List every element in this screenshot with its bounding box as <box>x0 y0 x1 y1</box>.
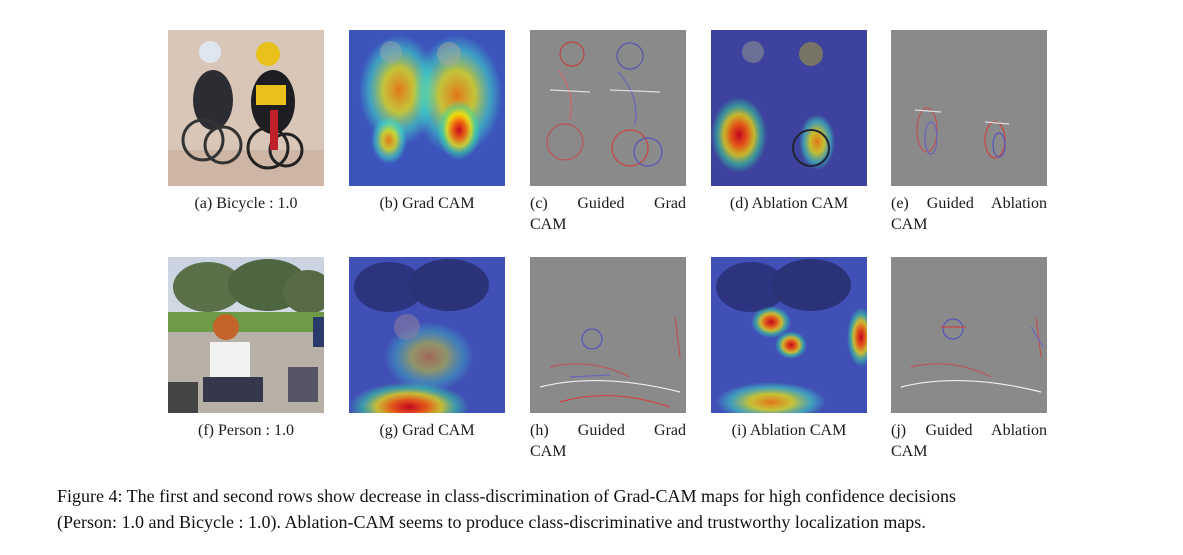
figure-caption-line2: (Person: 1.0 and Bicycle : 1.0). Ablatio… <box>57 512 926 532</box>
caption-j-line2: CAM <box>891 443 928 460</box>
guided-ablation-map <box>891 257 1047 413</box>
caption-h: (h) Guided Grad CAM <box>530 420 686 462</box>
caption-e-line1: (e) Guided Ablation <box>891 195 1047 212</box>
bicycle-photo <box>168 30 324 186</box>
caption-e: (e) Guided Ablation CAM <box>891 193 1047 235</box>
ablation-cam-heatmap <box>711 30 867 186</box>
guided-ablation-map <box>891 30 1047 186</box>
caption-d: (d) Ablation CAM <box>729 195 849 212</box>
figure-caption-line1: Figure 4: The first and second rows show… <box>57 486 956 506</box>
caption-j: (j) Guided Ablation CAM <box>891 420 1047 462</box>
caption-j-line1: (j) Guided Ablation <box>891 422 1047 439</box>
caption-h-line2: CAM <box>530 443 567 460</box>
caption-f: (f) Person : 1.0 <box>198 422 294 439</box>
figure-caption: Figure 4: The first and second rows show… <box>57 483 1137 535</box>
caption-g: (g) Grad CAM <box>379 422 475 439</box>
guided-grad-cam-map <box>530 30 686 186</box>
caption-c-line2: CAM <box>530 216 567 233</box>
caption-e-line2: CAM <box>891 216 928 233</box>
caption-c-line1: (c) Guided Grad <box>530 195 686 212</box>
grad-cam-heatmap <box>349 30 505 186</box>
caption-h-line1: (h) Guided Grad <box>530 422 686 439</box>
ablation-cam-heatmap <box>711 257 867 413</box>
caption-i: (i) Ablation CAM <box>731 422 847 439</box>
person-photo <box>168 257 324 413</box>
caption-a: (a) Bicycle : 1.0 <box>194 195 298 212</box>
caption-c: (c) Guided Grad CAM <box>530 193 686 235</box>
guided-grad-cam-map <box>530 257 686 413</box>
grad-cam-heatmap <box>349 257 505 413</box>
caption-b: (b) Grad CAM <box>379 195 475 212</box>
